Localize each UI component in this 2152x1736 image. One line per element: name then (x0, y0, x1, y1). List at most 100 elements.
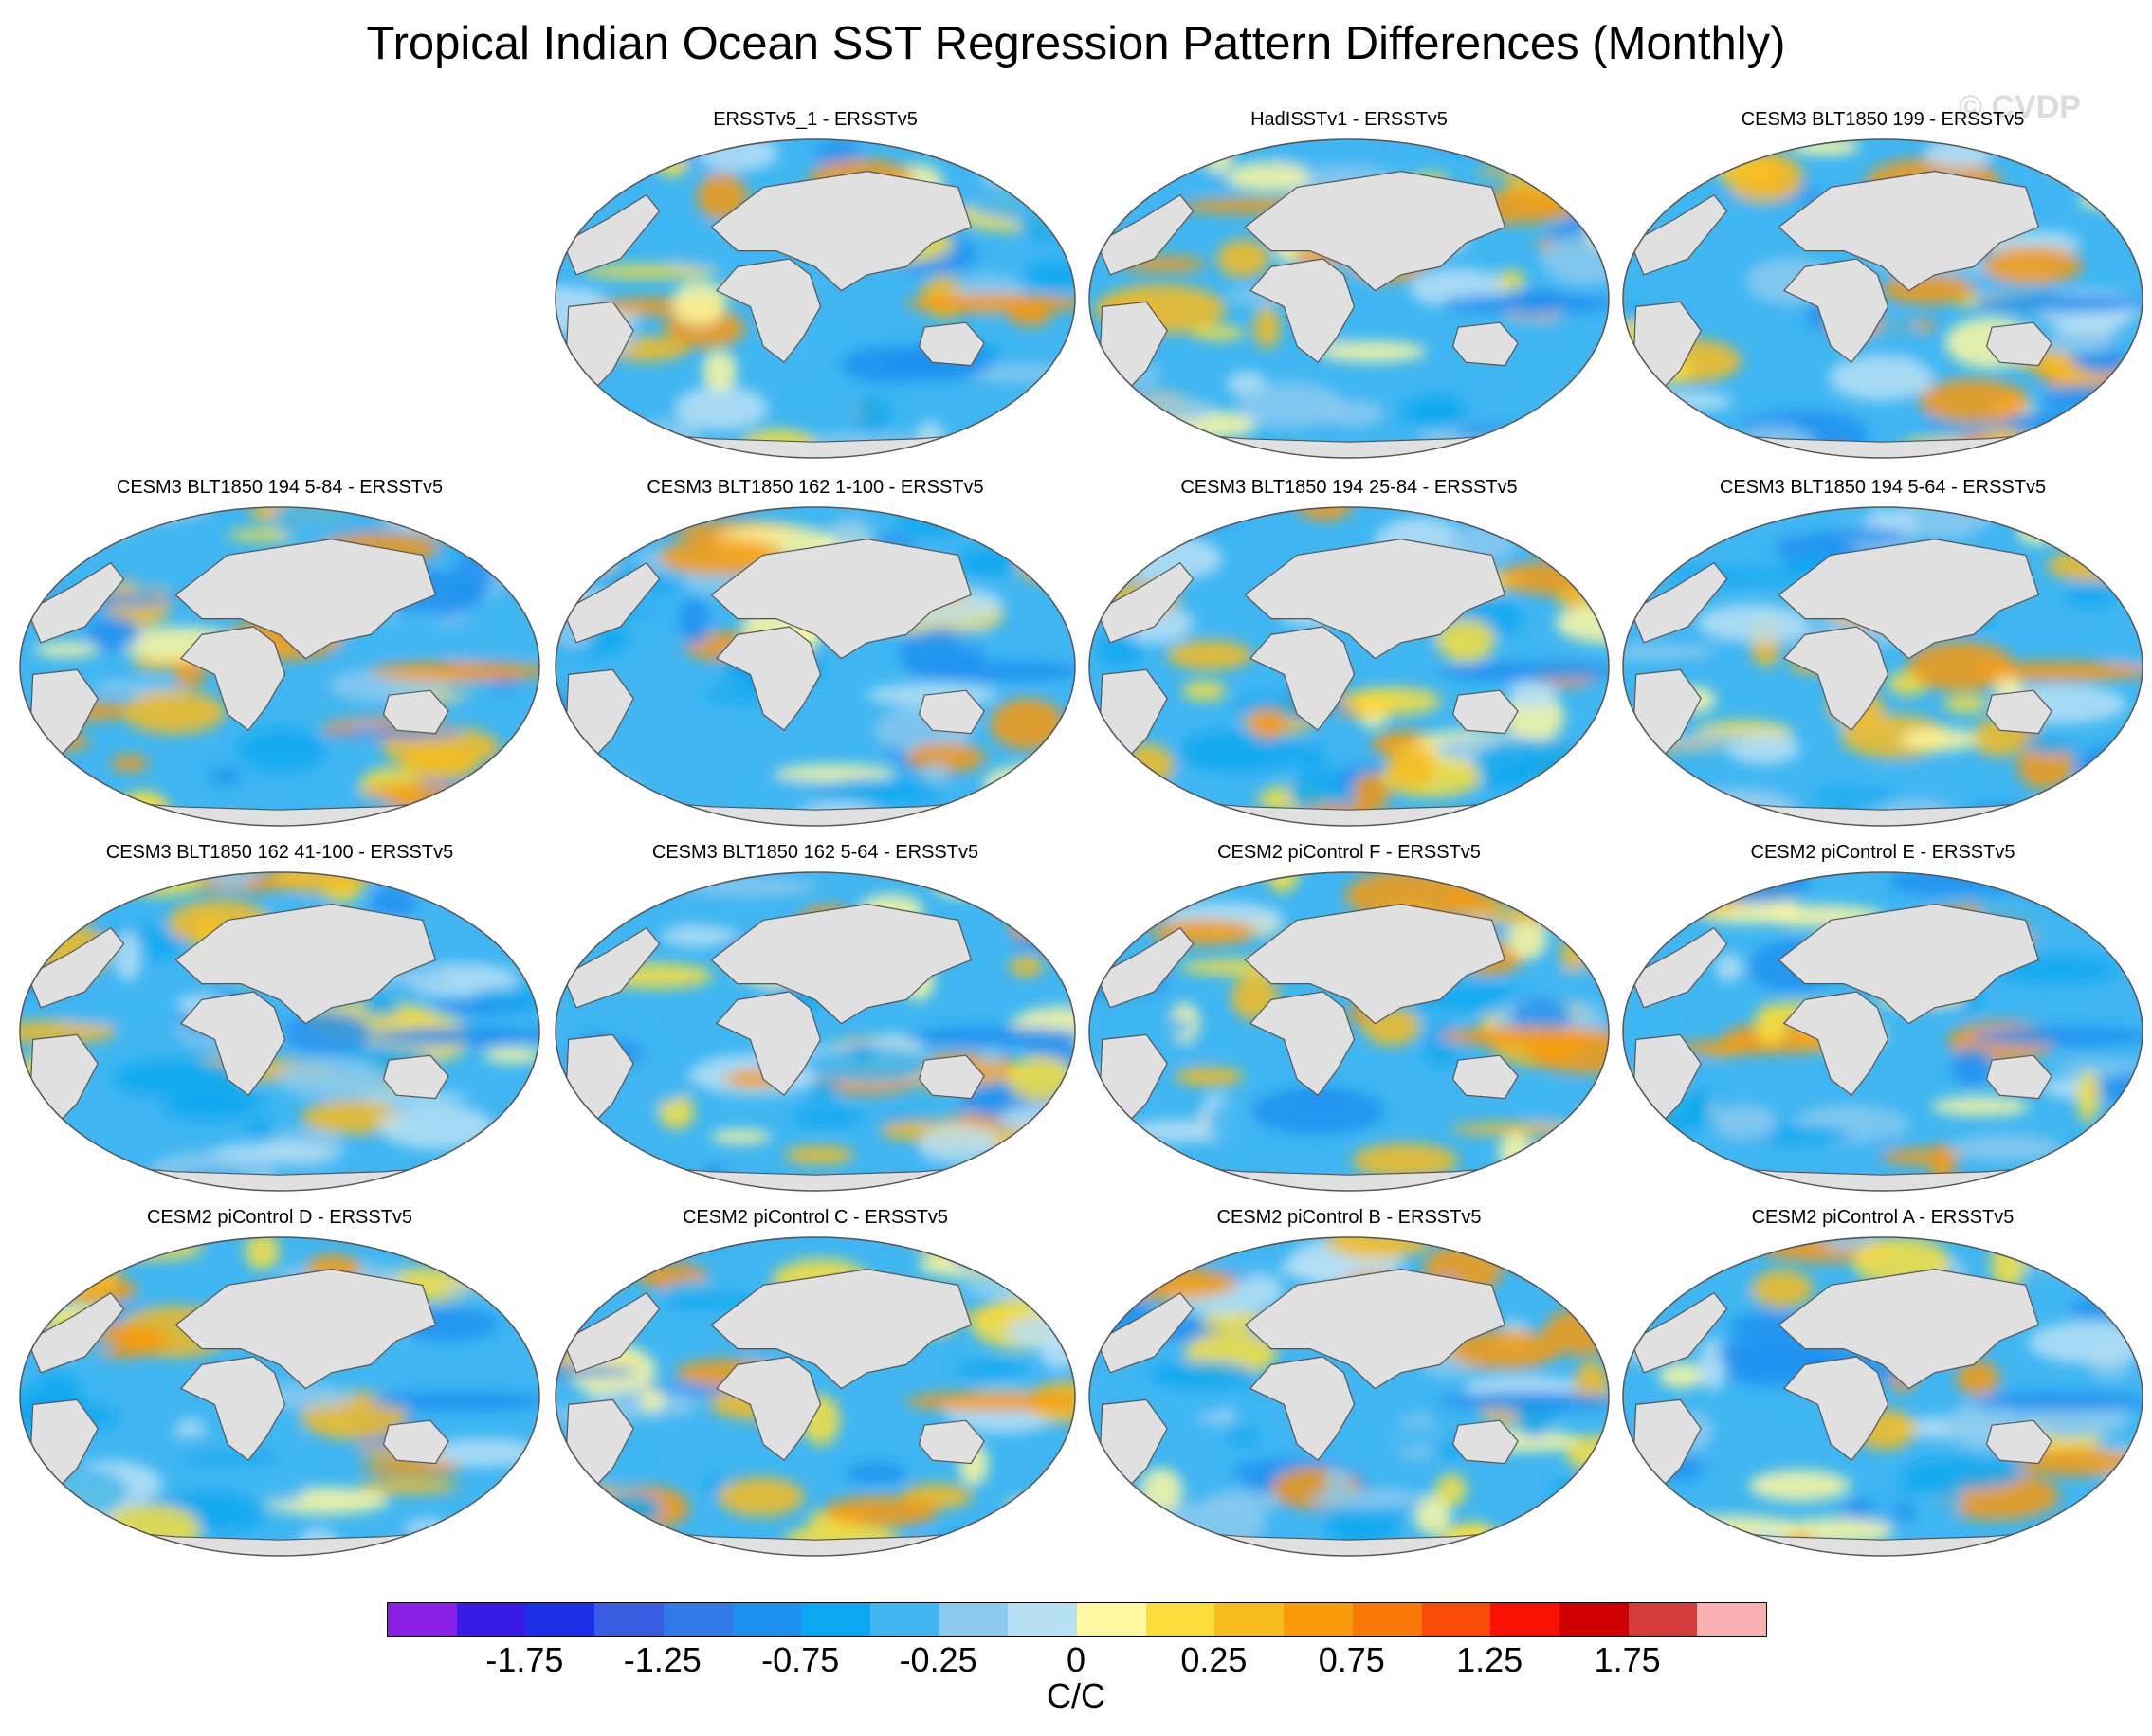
colorbar-swatch (939, 1603, 1009, 1636)
robinson-map (555, 871, 1076, 1192)
robinson-map (1088, 138, 1610, 459)
land-mass (1778, 170, 2040, 292)
land-mass (1244, 1268, 1506, 1390)
map-panel: CESM2 piControl A - ERSSTv5 (1617, 1207, 2148, 1558)
land-mass (1451, 1419, 1519, 1465)
colorbar-swatch (801, 1603, 870, 1636)
colorbar-swatch (732, 1603, 802, 1636)
colorbar-tick-label: -1.25 (623, 1640, 702, 1679)
map-panel: CESM3 BLT1850 162 41-100 - ERSSTv5 (14, 842, 545, 1193)
land-mass (1782, 991, 1889, 1097)
colorbar-swatch (1145, 1603, 1215, 1636)
panel-title: CESM2 piControl C - ERSSTv5 (682, 1207, 949, 1228)
panel-title: CESM3 BLT1850 194 25-84 - ERSSTv5 (1180, 477, 1518, 498)
map-panel: ERSSTv5_1 - ERSSTv5 (550, 109, 1081, 460)
robinson-map (555, 506, 1076, 827)
map-panel: CESM3 BLT1850 194 5-84 - ERSSTv5 (14, 477, 545, 828)
robinson-map (1088, 871, 1610, 1192)
land-mass (179, 991, 286, 1097)
colorbar-swatch (1559, 1603, 1629, 1636)
land-mass (27, 1292, 125, 1374)
land-mass (562, 927, 661, 1009)
colorbar-tick-label: 1.25 (1456, 1640, 1523, 1679)
map-outline (555, 138, 1076, 459)
land-mass (710, 538, 973, 660)
map-panel: CESM3 BLT1850 162 5-64 - ERSSTv5 (550, 842, 1081, 1193)
land-mass (382, 1419, 449, 1465)
colorbar-swatch (1214, 1603, 1285, 1636)
land-mass (1249, 1356, 1356, 1462)
land-mass (1985, 1419, 2052, 1465)
map-panel: CESM3 BLT1850 162 1-100 - ERSSTv5 (550, 477, 1081, 828)
colorbar-swatch (1697, 1603, 1767, 1636)
colorbar-tick-label: -1.75 (485, 1640, 564, 1679)
panel-title: CESM3 BLT1850 194 5-84 - ERSSTv5 (116, 477, 444, 498)
land-mass (715, 1356, 822, 1462)
land-mass (918, 1419, 985, 1465)
map-outline (19, 1236, 540, 1557)
land-mass (382, 1054, 449, 1100)
land-mass (918, 689, 985, 735)
map-panel: CESM2 piControl F - ERSSTv5 (1084, 842, 1614, 1193)
land-mass (918, 1054, 985, 1100)
land-mass (1096, 1292, 1195, 1374)
colorbar-swatch (594, 1603, 664, 1636)
land-mass (174, 903, 437, 1025)
land-mass (1244, 903, 1506, 1025)
panel-title: CESM3 BLT1850 162 5-64 - ERSSTv5 (651, 842, 979, 863)
land-mass (1630, 194, 1728, 276)
land-mass (1782, 1356, 1889, 1462)
panel-title: CESM2 piControl F - ERSSTv5 (1217, 842, 1481, 863)
map-panel: HadISSTv1 - ERSSTv5 (1084, 109, 1614, 460)
panel-title: CESM3 BLT1850 162 41-100 - ERSSTv5 (105, 842, 454, 863)
land-mass (1244, 538, 1506, 660)
map-panel: CESM2 piControl B - ERSSTv5 (1084, 1207, 1614, 1558)
land-mass (1985, 321, 2052, 367)
land-mass (1249, 626, 1356, 732)
map-panel: CESM2 piControl D - ERSSTv5 (14, 1207, 545, 1558)
map-outline (1622, 138, 2143, 459)
cvdp-watermark: © CVDP (1959, 89, 2081, 125)
land-mass (27, 927, 125, 1009)
panel-title: CESM3 BLT1850 199 - ERSSTv5 (1741, 109, 2025, 130)
land-mass (1244, 170, 1506, 292)
panel-title: CESM2 piControl B - ERSSTv5 (1216, 1207, 1482, 1228)
map-panel: CESM3 BLT1850 199 - ERSSTv5 (1617, 109, 2148, 460)
land-mass (1249, 258, 1356, 364)
map-outline (19, 871, 540, 1192)
land-mass (1096, 927, 1195, 1009)
panel-title: CESM3 BLT1850 162 1-100 - ERSSTv5 (647, 477, 984, 498)
colorbar-swatch (1077, 1603, 1146, 1636)
robinson-map (555, 1236, 1076, 1557)
land-mass (27, 562, 125, 644)
land-mass (1985, 1054, 2052, 1100)
land-mass (1249, 991, 1356, 1097)
land-mass (1778, 1268, 2040, 1390)
panel-title: CESM2 piControl A - ERSSTv5 (1751, 1207, 2015, 1228)
panel-title: ERSSTv5_1 - ERSSTv5 (713, 109, 918, 130)
land-mass (1782, 626, 1889, 732)
robinson-map (1622, 871, 2143, 1192)
robinson-map (1088, 1236, 1610, 1557)
land-mass (1630, 927, 1728, 1009)
colorbar-tick-label: -0.75 (761, 1640, 840, 1679)
map-outline (1088, 506, 1610, 827)
map-outline (19, 506, 540, 827)
land-mass (1630, 1292, 1728, 1374)
colorbar-tick-label: -0.25 (899, 1640, 977, 1679)
figure-title: Tropical Indian Ocean SST Regression Pat… (366, 18, 1786, 69)
land-mass (174, 538, 437, 660)
robinson-map (19, 506, 540, 827)
colorbar-swatch (525, 1603, 595, 1636)
colorbar-swatch (1628, 1603, 1698, 1636)
map-outline (555, 1236, 1076, 1557)
land-mass (179, 1356, 286, 1462)
land-mass (1630, 562, 1728, 644)
land-mass (1451, 1054, 1519, 1100)
map-outline (1088, 1236, 1610, 1557)
colorbar-units: C/C (1047, 1676, 1105, 1715)
panel-title: HadISSTv1 - ERSSTv5 (1250, 109, 1448, 130)
colorbar-tick-label: 0 (1066, 1640, 1086, 1679)
land-mass (1985, 689, 2052, 735)
colorbar (387, 1602, 1767, 1637)
